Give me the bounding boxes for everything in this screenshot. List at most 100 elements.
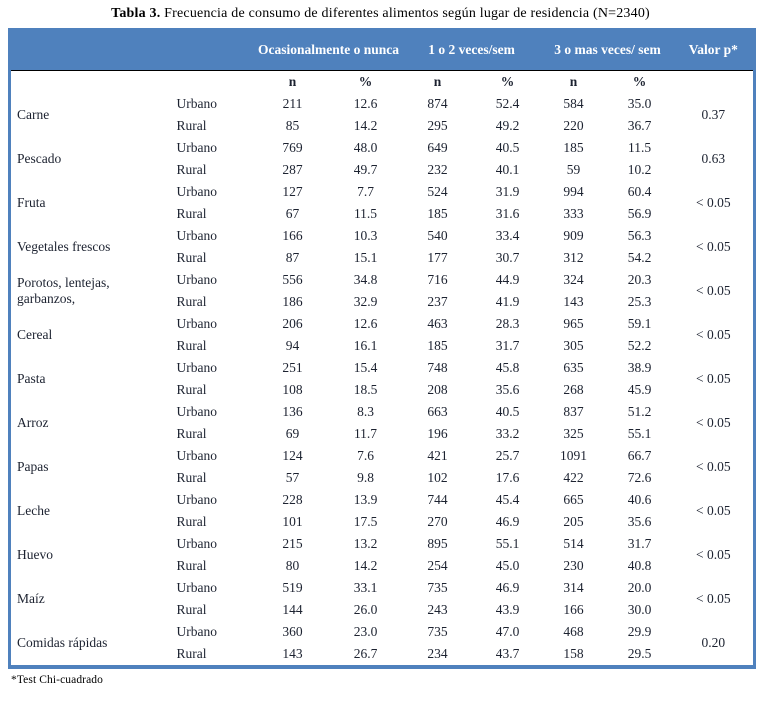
value-cell: 29.5 [627,646,652,662]
food-row-urbano: Maíz Urbano 519 33.1 735 46.9 314 20.0 < 0.05 [10,577,755,606]
value-cell: 136 [282,404,303,420]
subheader-n3: n [541,70,606,93]
table-body: Carne Urbano 211 12.6 874 52.4 584 35.0 0.37 Rura… [10,93,755,667]
value-cell: 965 [563,316,584,332]
value-cell: 87 [285,250,300,266]
value-cell: 15.4 [353,360,378,376]
residence-cell: Rural [176,602,207,618]
residence-cell: Rural [176,470,207,486]
value-cell: 143 [563,294,584,310]
value-cell: 716 [427,272,448,288]
value-cell: 324 [563,272,584,288]
food-row-urbano: Carne Urbano 211 12.6 874 52.4 584 35.0 0.37 [10,93,755,122]
value-cell: 35.6 [627,514,652,530]
residence-cell: Urbano [176,272,218,288]
value-cell: 649 [427,140,448,156]
residence-cell: Urbano [176,96,218,112]
value-cell: 208 [427,382,448,398]
value-cell: 7.6 [357,448,374,464]
subheader-n2: n [401,70,474,93]
value-cell: 12.6 [353,96,378,112]
value-cell: 59.1 [627,316,652,332]
value-cell: 735 [427,624,448,640]
residence-cell: Urbano [176,448,218,464]
p-value-cell: < 0.05 [695,239,731,255]
food-name-cell: Arroz [17,415,49,431]
value-cell: 13.2 [353,536,378,552]
header-occasionally: Ocasionalmente o nunca [255,29,402,71]
subheader-p-empty [673,70,755,93]
residence-cell: Rural [176,118,207,134]
value-cell: 40.6 [627,492,652,508]
value-cell: 251 [282,360,303,376]
p-value-cell: < 0.05 [695,327,731,343]
value-cell: 85 [285,118,300,134]
value-cell: 55.1 [627,426,652,442]
residence-cell: Rural [176,382,207,398]
food-row-rural: Rural 87 15.1 177 30.7 312 54.2 [10,247,755,269]
residence-cell: Urbano [176,404,218,420]
p-value-cell: < 0.05 [695,371,731,387]
residence-cell: Rural [176,162,207,178]
value-cell: 29.9 [627,624,652,640]
value-cell: 54.2 [627,250,652,266]
value-cell: 10.2 [627,162,652,178]
header-empty-cell [9,29,256,71]
table-title: Tabla 3. Frecuencia de consumo de difere… [8,4,753,28]
value-cell: 234 [427,646,448,662]
value-cell: 67 [285,206,300,222]
residence-cell: Urbano [176,492,218,508]
value-cell: 45.0 [495,558,520,574]
p-value-cell: < 0.05 [695,503,731,519]
value-cell: 56.9 [627,206,652,222]
value-cell: 17.5 [353,514,378,530]
p-value-cell: < 0.05 [695,195,731,211]
food-row-urbano: Comidas rápidas Urbano 360 23.0 735 47.0 468 29… [10,621,755,650]
value-cell: 333 [563,206,584,222]
food-row-urbano: Pescado Urbano 769 48.0 649 40.5 185 11.5 0.63 [10,137,755,166]
value-cell: 228 [282,492,303,508]
value-cell: 185 [563,140,584,156]
value-cell: 177 [427,250,448,266]
food-name-cell: Comidas rápidas [17,635,108,651]
value-cell: 60.4 [627,184,652,200]
value-cell: 41.9 [495,294,520,310]
value-cell: 43.9 [495,602,520,618]
value-cell: 40.8 [627,558,652,574]
value-cell: 40.5 [495,140,520,156]
food-row-rural: Rural 80 14.2 254 45.0 230 40.8 [10,555,755,577]
residence-cell: Urbano [176,624,218,640]
value-cell: 108 [282,382,303,398]
value-cell: 556 [282,272,303,288]
value-cell: 14.2 [353,558,378,574]
residence-cell: Urbano [176,140,218,156]
table-title-label: Tabla 3. [111,6,161,21]
value-cell: 769 [282,140,303,156]
header-once-twice: 1 o 2 veces/sem [401,29,542,71]
food-row-rural: Rural 57 9.8 102 17.6 422 72.6 [10,467,755,489]
value-cell: 28.3 [495,316,520,332]
food-row-urbano: Leche Urbano 228 13.9 744 45.4 665 40.6 < 0.05 [10,489,755,518]
value-cell: 23.0 [353,624,378,640]
value-cell: 20.0 [627,580,652,596]
food-row-rural: Rural 69 11.7 196 33.2 325 55.1 [10,423,755,445]
food-name-cell: Pescado [17,151,62,167]
value-cell: 665 [563,492,584,508]
value-cell: 874 [427,96,448,112]
food-row-urbano: Cereal Urbano 206 12.6 463 28.3 965 59.1 < 0.05 [10,313,755,342]
value-cell: 166 [282,228,303,244]
food-name-cell: Leche [17,503,50,519]
subheader-empty-cell [9,70,256,93]
value-cell: 49.2 [495,118,520,134]
food-name-cell: Porotos, lentejas, garbanzos, [17,275,110,306]
p-value-cell: 0.63 [701,151,726,167]
p-value-cell: < 0.05 [695,459,731,475]
p-value-cell: 0.20 [701,635,726,651]
value-cell: 663 [427,404,448,420]
food-name-cell: Papas [17,459,49,475]
value-cell: 35.6 [495,382,520,398]
food-row-rural: Rural 108 18.5 208 35.6 268 45.9 [10,379,755,401]
value-cell: 31.7 [627,536,652,552]
value-cell: 237 [427,294,448,310]
subheader-row: n % n % n % [9,70,755,93]
